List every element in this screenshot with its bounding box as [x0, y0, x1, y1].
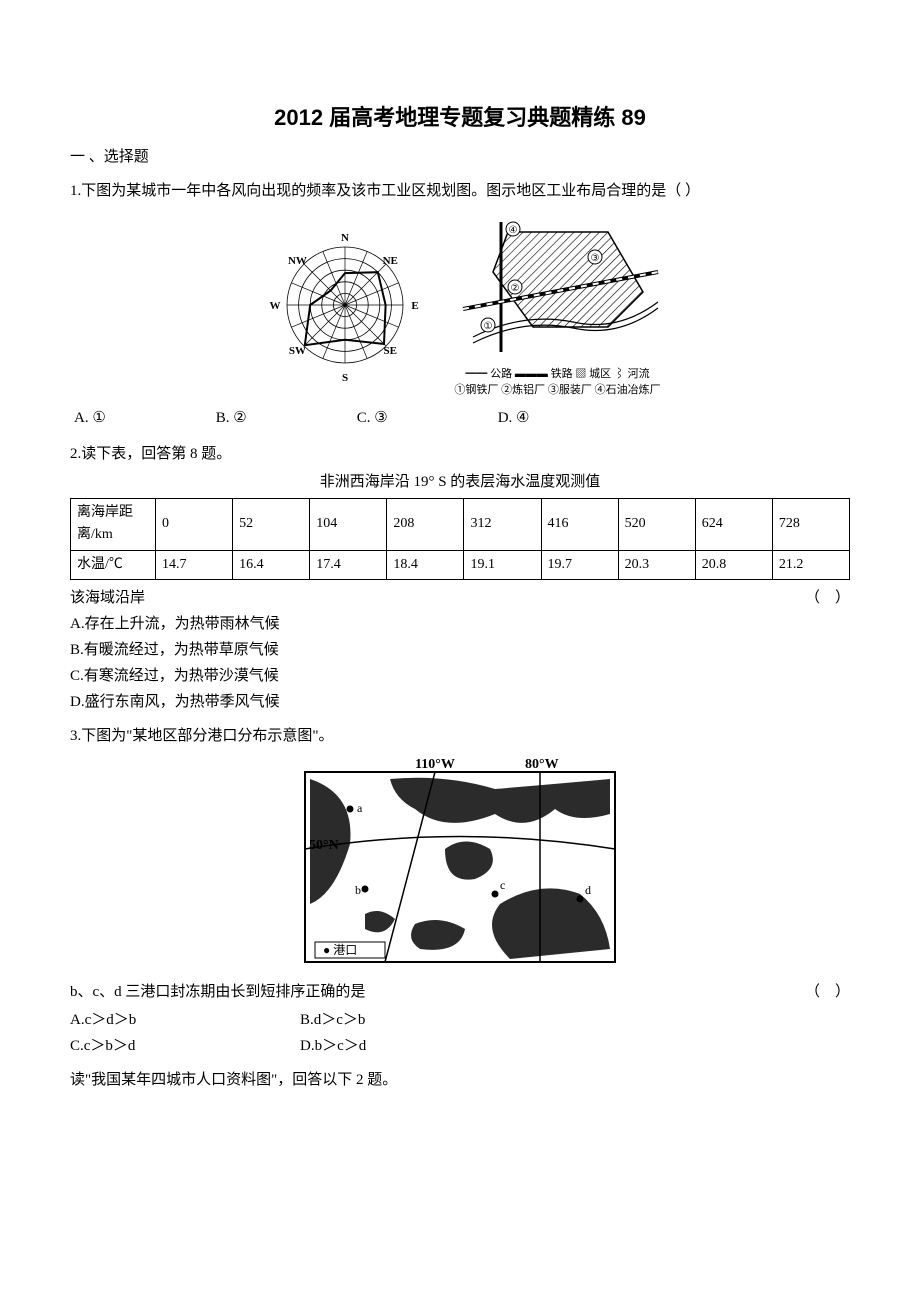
q2-table-caption: 非洲西海岸沿 19° S 的表层海水温度观测值: [70, 470, 850, 494]
table-cell: 16.4: [233, 550, 310, 579]
q2-opt-a: A.存在上升流，为热带雨林气候: [70, 612, 850, 636]
q1-opt-d: D. ④: [498, 406, 530, 430]
svg-text:NW: NW: [287, 255, 306, 267]
svg-text:b: b: [355, 883, 361, 897]
port-legend: ● 港口: [323, 943, 357, 957]
table-cell: 20.3: [618, 550, 695, 579]
table-cell: 18.4: [387, 550, 464, 579]
q1-opt-b: B. ②: [216, 406, 247, 430]
table-cell: 416: [541, 498, 618, 550]
q2-opt-d: D.盛行东南风，为热带季风气候: [70, 690, 850, 714]
q2-lead: 2.读下表，回答第 8 题。: [70, 442, 850, 466]
q2-opt-b: B.有暖流经过，为热带草原气候: [70, 638, 850, 662]
map-legend-1: ━━ 公路 ▬▬▬ 铁路 ▨ 城区 ⌇ 河流: [453, 367, 663, 381]
q2-row1-label: 离海岸距离/km: [71, 498, 156, 550]
table-cell: 0: [156, 498, 233, 550]
q2-stem: 该海域沿岸: [70, 586, 145, 610]
table-cell: 312: [464, 498, 541, 550]
q2-blank: （ ）: [805, 586, 850, 610]
city-map-figure: ① ② ③ ④ ━━ 公路 ▬▬▬ 铁路 ▨ 城区 ⌇ 河流 ①钢铁厂 ②炼铝厂…: [453, 217, 663, 398]
q3-opt-d: D.b＞c＞d: [300, 1034, 520, 1058]
svg-text:d: d: [585, 883, 591, 897]
table-cell: 20.8: [695, 550, 772, 579]
svg-text:N: N: [341, 232, 349, 244]
wind-rose-chart: N NE E SE S SW W NW: [258, 217, 433, 387]
table-cell: 104: [310, 498, 387, 550]
lon-110w: 110°W: [415, 757, 455, 772]
table-cell: 52: [233, 498, 310, 550]
table-cell: 728: [772, 498, 849, 550]
q3-opt-b: B.d＞c＞b: [300, 1008, 520, 1032]
q3-blank: （ ）: [805, 980, 850, 1004]
table-cell: 208: [387, 498, 464, 550]
lon-80w: 80°W: [525, 757, 559, 772]
svg-text:c: c: [500, 878, 505, 892]
table-cell: 19.7: [541, 550, 618, 579]
table-cell: 21.2: [772, 550, 849, 579]
q2-options: A.存在上升流，为热带雨林气候 B.有暖流经过，为热带草原气候 C.有寒流经过，…: [70, 612, 850, 714]
q1-opt-a: A. ①: [74, 406, 106, 430]
svg-text:a: a: [357, 801, 363, 815]
table-cell: 17.4: [310, 550, 387, 579]
svg-text:NE: NE: [382, 255, 397, 267]
svg-text:④: ④: [508, 225, 517, 236]
svg-text:SE: SE: [383, 345, 396, 357]
page-title: 2012 届高考地理专题复习典题精练 89: [70, 100, 850, 135]
svg-text:①: ①: [483, 321, 492, 332]
q2-opt-c: C.有寒流经过，为热带沙漠气候: [70, 664, 850, 688]
q3-stem: b、c、d 三港口封冻期由长到短排序正确的是: [70, 980, 365, 1004]
svg-text:E: E: [411, 300, 418, 312]
lat-50n: 50°N: [309, 838, 339, 853]
q3-opt-a: A.c＞d＞b: [70, 1008, 290, 1032]
svg-text:SW: SW: [288, 345, 305, 357]
table-cell: 14.7: [156, 550, 233, 579]
q3-options: A.c＞d＞b B.d＞c＞b C.c＞b＞d D.b＞c＞d: [70, 1008, 850, 1058]
q3-lead: 3.下图为"某地区部分港口分布示意图"。: [70, 724, 850, 748]
svg-text:W: W: [269, 300, 280, 312]
q1-options: A. ① B. ② C. ③ D. ④: [70, 406, 850, 430]
svg-text:②: ②: [510, 283, 519, 294]
q1-figures: NNEESESSWWNW ① ② ③ ④ ━━ 公路 ▬▬▬ 铁: [70, 217, 850, 398]
q1-text: 1.下图为某城市一年中各风向出现的频率及该市工业区规划图。图示地区工业布局合理的…: [70, 179, 850, 203]
port-map-figure: 110°W 80°W 50°N a b c d ● 港口: [295, 754, 625, 974]
svg-text:③: ③: [590, 253, 599, 264]
tail-text: 读"我国某年四城市人口资料图"，回答以下 2 题。: [70, 1068, 850, 1092]
table-cell: 19.1: [464, 550, 541, 579]
map-legend-2: ①钢铁厂 ②炼铝厂 ③服装厂 ④石油冶炼厂: [453, 383, 663, 397]
section-heading: 一 、选择题: [70, 145, 850, 169]
table-cell: 520: [618, 498, 695, 550]
table-cell: 624: [695, 498, 772, 550]
svg-text:S: S: [341, 372, 347, 384]
q1-opt-c: C. ③: [357, 406, 388, 430]
q2-table: 离海岸距离/km052104208312416520624728 水温/℃14.…: [70, 498, 850, 580]
q3-opt-c: C.c＞b＞d: [70, 1034, 290, 1058]
q2-row2-label: 水温/℃: [71, 550, 156, 579]
